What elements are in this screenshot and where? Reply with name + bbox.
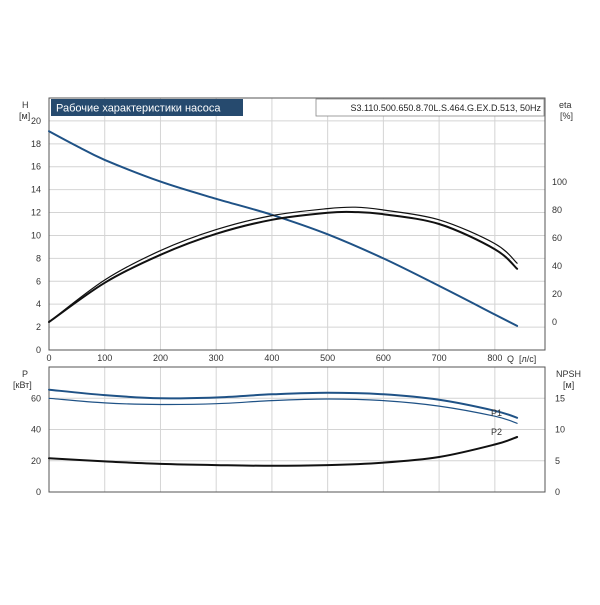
y2-axis-label-eta-unit: [%]	[560, 111, 573, 121]
power-p1-curve	[48, 388, 519, 419]
efficiency-curve-1	[48, 210, 519, 323]
y-tick-label: 20	[31, 116, 41, 126]
x-tick-label: 400	[264, 353, 279, 363]
model-label-box	[315, 98, 545, 117]
performance-curves	[48, 130, 519, 467]
y-axis-label-h: H	[22, 100, 29, 110]
y-tick-label: 16	[31, 162, 41, 172]
y2-tick-label: 0	[555, 487, 560, 497]
y-tick-label: 20	[31, 456, 41, 466]
y2-tick-label: 10	[555, 425, 565, 435]
x-tick-label: 500	[320, 353, 335, 363]
y2-tick-label: 20	[552, 289, 562, 299]
chart-title: Рабочие характеристики насоса	[56, 103, 221, 115]
power-p2-curve	[48, 397, 518, 424]
x-tick-label: 300	[209, 353, 224, 363]
series-label-p1: P1	[491, 408, 502, 418]
npsh-curve	[48, 436, 519, 467]
y-tick-label: 12	[31, 208, 41, 218]
series-label-p2: P2	[491, 427, 502, 437]
y2-tick-label: 15	[555, 393, 565, 403]
y2-tick-label: 0	[552, 317, 557, 327]
x-tick-label: 100	[97, 353, 112, 363]
y-axis-label-p: P	[22, 369, 28, 379]
y2-tick-label: 60	[552, 233, 562, 243]
x-tick-label: 200	[153, 353, 168, 363]
y-tick-label: 0	[36, 487, 41, 497]
y-tick-label: 8	[36, 253, 41, 263]
y-tick-label: 10	[31, 230, 41, 240]
y2-axis-label-npsh-unit: [м]	[563, 380, 574, 390]
y2-tick-label: 40	[552, 261, 562, 271]
y-tick-label: 60	[31, 393, 41, 403]
head-chart-grid	[49, 98, 545, 350]
y-tick-label: 2	[36, 322, 41, 332]
y-tick-label: 4	[36, 299, 41, 309]
y-tick-label: 18	[31, 139, 41, 149]
y2-tick-label: 80	[552, 205, 562, 215]
y2-axis-label-eta: eta	[559, 100, 572, 110]
head-chart-frame	[48, 97, 546, 351]
head-curve	[48, 130, 519, 327]
y-tick-label: 14	[31, 185, 41, 195]
chart-title-box	[51, 99, 243, 116]
y2-tick-label: 5	[555, 456, 560, 466]
x-tick-label: 600	[376, 353, 391, 363]
power-chart-frame	[48, 366, 546, 493]
efficiency-curve-2	[48, 206, 518, 323]
x-tick-label: 700	[432, 353, 447, 363]
y2-tick-label: 100	[552, 177, 567, 187]
x-tick-label: 0	[46, 353, 51, 363]
x-axis-label-q: Q	[507, 354, 514, 364]
y-axis-label-p-unit: [кВт]	[13, 380, 32, 390]
power-chart-grid	[49, 367, 545, 492]
x-axis-label-unit: [л/с]	[519, 354, 536, 364]
axis-tick-labels: 0 100 200 300 400 500 600 700 800024681012141618…	[31, 116, 567, 497]
x-tick-label: 800	[487, 353, 502, 363]
y-tick-label: 40	[31, 425, 41, 435]
y2-axis-label-npsh: NPSH	[556, 369, 581, 379]
y-axis-label-h-unit: [м]	[19, 111, 30, 121]
y-tick-label: 6	[36, 276, 41, 286]
model-label: S3.110.500.650.8.70L.S.464.G.EX.D.513, 5…	[351, 103, 542, 113]
y-tick-label: 0	[36, 345, 41, 355]
